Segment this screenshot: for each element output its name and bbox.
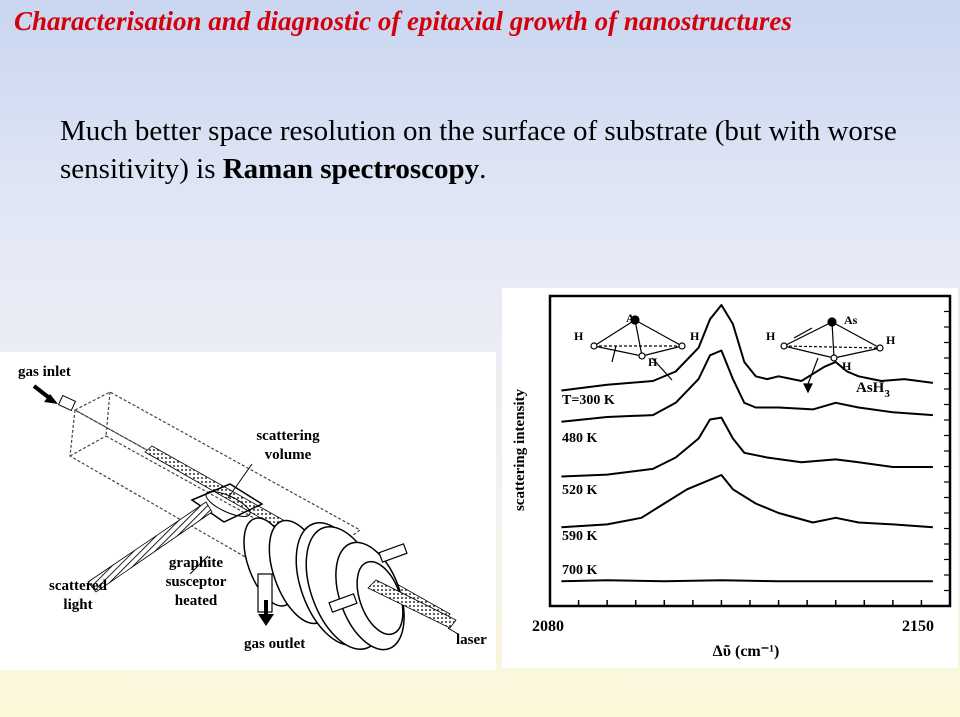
- gas-inlet-arrow: [32, 384, 58, 404]
- plot-traces: [561, 304, 934, 583]
- x-axis-label: Δῦ (cm⁻¹): [713, 643, 780, 660]
- temp-label-520: 520 K: [562, 483, 598, 498]
- gas-outlet-arrow: [258, 600, 274, 626]
- atom-h-right-2: H: [886, 333, 896, 347]
- atom-h-right-1: H: [766, 329, 776, 343]
- scattered-light-beam: [87, 501, 213, 593]
- y-axis-label: scattering intensity: [512, 388, 528, 511]
- atom-h-left-1: H: [574, 329, 584, 343]
- raman-spectrum-chart: As H H H As H H H AsH3 T=300 K 480 K 520…: [512, 294, 952, 660]
- body-text-period: .: [479, 153, 487, 185]
- label-gas-inlet: gas inlet: [18, 364, 71, 380]
- spectrum-trace-4: [561, 474, 933, 529]
- inlet-nozzle: [57, 394, 77, 412]
- atom-as-right: As: [844, 313, 858, 327]
- atom-h-left-2: H: [690, 329, 700, 343]
- slide-body-text: Much better space resolution on the surf…: [60, 112, 940, 188]
- spectrum-trace-2: [561, 349, 933, 423]
- apparatus-figure: gas inlet scattering volume graphite sus…: [0, 352, 496, 670]
- body-text-main: Much better space resolution on the surf…: [60, 115, 897, 185]
- atom-h-left-3: H: [648, 355, 658, 369]
- spectrum-trace-3: [561, 416, 933, 478]
- spectrum-trace-5: [561, 579, 933, 583]
- molecule-label-main: AsH: [856, 380, 885, 396]
- spectrum-trace-1: [561, 304, 934, 392]
- temp-label-700: 700 K: [562, 563, 598, 578]
- molecule-diagram-right: [780, 317, 884, 394]
- atom-as-left: As: [626, 311, 640, 325]
- label-scattered-1: scattered: [49, 578, 108, 594]
- molecule-diagram-left: [590, 315, 686, 381]
- reactor-flanges: [243, 517, 405, 651]
- spectrum-figure: As H H H As H H H AsH3 T=300 K 480 K 520…: [502, 288, 958, 668]
- scattering-volume-square: [190, 483, 264, 523]
- label-laser: laser: [456, 632, 487, 648]
- label-graphite-1: graphite: [169, 555, 224, 571]
- label-gas-outlet: gas outlet: [244, 636, 305, 652]
- label-scattering-1: scattering: [256, 428, 320, 444]
- temp-label-480: 480 K: [562, 431, 598, 446]
- body-text-emphasis: Raman spectroscopy: [222, 153, 480, 185]
- label-graphite-3: heated: [175, 593, 218, 609]
- molecule-label-sub: 3: [884, 388, 890, 400]
- x-tick-min: 2080: [532, 618, 564, 635]
- x-tick-max: 2150: [902, 618, 934, 635]
- temp-label-590: 590 K: [562, 529, 598, 544]
- label-graphite-2: susceptor: [166, 574, 227, 590]
- atom-h-right-3: H: [842, 359, 852, 373]
- slide-title: Characterisation and diagnostic of epita…: [14, 6, 792, 36]
- molecule-label: AsH3: [856, 380, 890, 400]
- label-scattering-2: volume: [265, 447, 312, 463]
- apparatus-drawing: gas inlet scattering volume graphite sus…: [18, 364, 487, 652]
- temp-label-300: T=300 K: [562, 393, 615, 408]
- plot-ticks: [549, 295, 951, 607]
- label-scattered-2: light: [63, 597, 92, 613]
